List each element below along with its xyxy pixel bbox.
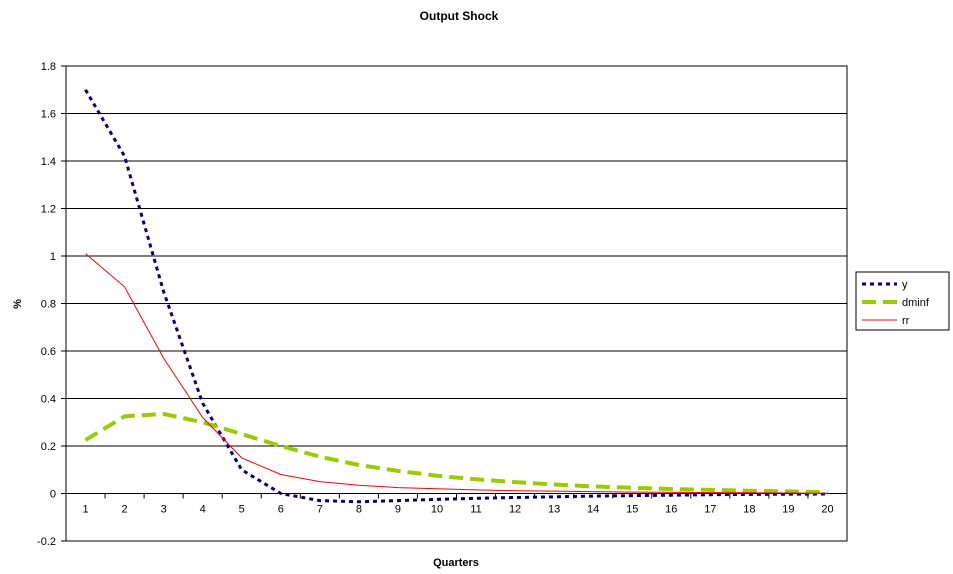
x-tick-label: 8 — [356, 504, 362, 516]
y-tick-label: 1.8 — [41, 61, 56, 73]
x-tick-label: 12 — [509, 504, 521, 516]
y-axis-title: % — [12, 299, 24, 309]
series-line-rr — [85, 253, 828, 494]
y-tick-label: 0 — [50, 489, 56, 501]
legend-label-y: y — [902, 279, 908, 291]
y-tick-label: 0.4 — [41, 394, 56, 406]
x-tick-label: 2 — [122, 504, 128, 516]
x-tick-label: 5 — [239, 504, 245, 516]
y-tick-label: 0.8 — [41, 299, 56, 311]
y-tick-label: 1.2 — [41, 204, 56, 216]
y-tick-label: -0.2 — [37, 536, 56, 548]
x-tick-label: 4 — [200, 504, 206, 516]
x-tick-label: 13 — [548, 504, 560, 516]
x-tick-label: 14 — [587, 504, 599, 516]
x-axis-title: Quarters — [433, 557, 479, 569]
x-tick-label: 11 — [470, 504, 481, 516]
x-tick-label: 9 — [395, 504, 401, 516]
series-line-y — [84, 89, 828, 504]
x-tick-label: 7 — [317, 504, 323, 516]
y-tick-label: 0.6 — [41, 346, 56, 358]
y-axis-ticks: -0.2 0 0.2 0.4 0.6 0.8 1 1.2 1.4 1.6 1.8 — [37, 61, 66, 548]
chart-title: Output Shock — [420, 9, 499, 23]
x-tick-label: 10 — [431, 504, 443, 516]
y-tick-label: 1 — [50, 251, 56, 263]
x-tick-label: 17 — [704, 504, 716, 516]
x-tick-label: 20 — [821, 504, 833, 516]
series-lines — [84, 89, 828, 504]
x-tick-label: 15 — [626, 504, 638, 516]
x-tick-label: 1 — [82, 504, 88, 516]
y-tick-label: 1.4 — [41, 156, 56, 168]
x-axis-ticks: 1 2 3 4 5 6 7 8 9 10 11 12 13 14 15 16 17 18 19 20 — [65, 493, 848, 516]
x-tick-label: 6 — [278, 504, 284, 516]
x-tick-label: 3 — [161, 504, 167, 516]
legend-label-dminf: dminf — [902, 297, 930, 309]
y-tick-label: 0.2 — [41, 441, 56, 453]
x-tick-label: 19 — [782, 504, 794, 516]
legend-label-rr: rr — [902, 315, 910, 327]
x-tick-label: 18 — [743, 504, 755, 516]
y-tick-label: 1.6 — [41, 109, 56, 121]
x-tick-label: 16 — [665, 504, 677, 516]
legend: y dminf rr — [855, 271, 950, 331]
